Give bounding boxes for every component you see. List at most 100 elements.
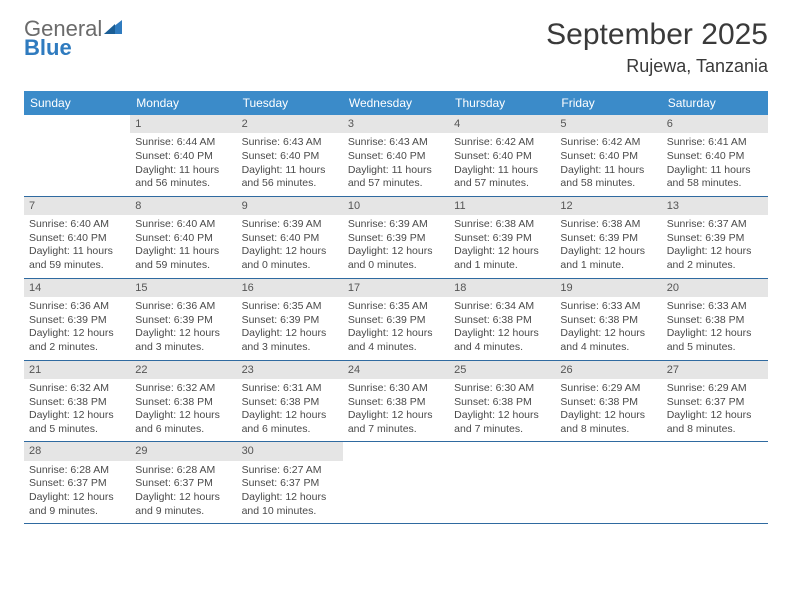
day-cell: 13Sunrise: 6:37 AMSunset: 6:39 PMDayligh… xyxy=(662,197,768,278)
sunset-text: Sunset: 6:37 PM xyxy=(667,396,763,410)
daylight-text: Daylight: 11 hours xyxy=(135,245,231,259)
day-body: Sunrise: 6:30 AMSunset: 6:38 PMDaylight:… xyxy=(449,379,555,442)
day-number: 1 xyxy=(130,115,236,133)
day-cell: 17Sunrise: 6:35 AMSunset: 6:39 PMDayligh… xyxy=(343,279,449,360)
day-cell: 24Sunrise: 6:30 AMSunset: 6:38 PMDayligh… xyxy=(343,361,449,442)
day-cell: 25Sunrise: 6:30 AMSunset: 6:38 PMDayligh… xyxy=(449,361,555,442)
day-cell: 1Sunrise: 6:44 AMSunset: 6:40 PMDaylight… xyxy=(130,115,236,196)
day-cell: 28Sunrise: 6:28 AMSunset: 6:37 PMDayligh… xyxy=(24,442,130,523)
sunset-text: Sunset: 6:39 PM xyxy=(560,232,656,246)
sunset-text: Sunset: 6:39 PM xyxy=(454,232,550,246)
week-row: 28Sunrise: 6:28 AMSunset: 6:37 PMDayligh… xyxy=(24,442,768,524)
daylight-text: and 10 minutes. xyxy=(242,505,338,519)
daylight-text: Daylight: 12 hours xyxy=(135,327,231,341)
week-row: 21Sunrise: 6:32 AMSunset: 6:38 PMDayligh… xyxy=(24,361,768,443)
daylight-text: and 56 minutes. xyxy=(135,177,231,191)
sunrise-text: Sunrise: 6:35 AM xyxy=(348,300,444,314)
daylight-text: and 2 minutes. xyxy=(667,259,763,273)
daylight-text: Daylight: 12 hours xyxy=(29,491,125,505)
day-body: Sunrise: 6:29 AMSunset: 6:37 PMDaylight:… xyxy=(662,379,768,442)
daylight-text: Daylight: 12 hours xyxy=(667,327,763,341)
sunset-text: Sunset: 6:38 PM xyxy=(560,396,656,410)
day-body: Sunrise: 6:42 AMSunset: 6:40 PMDaylight:… xyxy=(449,133,555,196)
sunrise-text: Sunrise: 6:40 AM xyxy=(29,218,125,232)
daylight-text: Daylight: 12 hours xyxy=(348,327,444,341)
dayhead-sat: Saturday xyxy=(662,91,768,115)
daylight-text: and 0 minutes. xyxy=(242,259,338,273)
day-body: Sunrise: 6:40 AMSunset: 6:40 PMDaylight:… xyxy=(24,215,130,278)
day-body: Sunrise: 6:31 AMSunset: 6:38 PMDaylight:… xyxy=(237,379,343,442)
sunset-text: Sunset: 6:39 PM xyxy=(135,314,231,328)
day-number xyxy=(343,442,449,460)
daylight-text: Daylight: 12 hours xyxy=(135,491,231,505)
daylight-text: Daylight: 12 hours xyxy=(454,409,550,423)
day-number xyxy=(555,442,661,460)
day-cell xyxy=(662,442,768,523)
daylight-text: Daylight: 12 hours xyxy=(348,409,444,423)
daylight-text: and 7 minutes. xyxy=(348,423,444,437)
sunset-text: Sunset: 6:40 PM xyxy=(135,232,231,246)
month-title: September 2025 xyxy=(546,18,768,52)
day-number: 27 xyxy=(662,361,768,379)
week-row: 7Sunrise: 6:40 AMSunset: 6:40 PMDaylight… xyxy=(24,197,768,279)
sunrise-text: Sunrise: 6:43 AM xyxy=(242,136,338,150)
day-number: 7 xyxy=(24,197,130,215)
daylight-text: Daylight: 12 hours xyxy=(242,491,338,505)
daylight-text: Daylight: 11 hours xyxy=(348,164,444,178)
sunset-text: Sunset: 6:39 PM xyxy=(348,314,444,328)
title-block: September 2025 Rujewa, Tanzania xyxy=(546,18,768,77)
day-cell: 7Sunrise: 6:40 AMSunset: 6:40 PMDaylight… xyxy=(24,197,130,278)
day-number: 5 xyxy=(555,115,661,133)
sunset-text: Sunset: 6:40 PM xyxy=(242,232,338,246)
sunrise-text: Sunrise: 6:30 AM xyxy=(454,382,550,396)
sunrise-text: Sunrise: 6:34 AM xyxy=(454,300,550,314)
day-number: 25 xyxy=(449,361,555,379)
daylight-text: and 1 minute. xyxy=(454,259,550,273)
daylight-text: Daylight: 11 hours xyxy=(454,164,550,178)
logo-sail-icon xyxy=(104,18,126,41)
sunrise-text: Sunrise: 6:42 AM xyxy=(454,136,550,150)
sunset-text: Sunset: 6:39 PM xyxy=(29,314,125,328)
day-number: 20 xyxy=(662,279,768,297)
day-number: 21 xyxy=(24,361,130,379)
sunrise-text: Sunrise: 6:28 AM xyxy=(135,464,231,478)
daylight-text: and 58 minutes. xyxy=(560,177,656,191)
sunrise-text: Sunrise: 6:42 AM xyxy=(560,136,656,150)
day-cell: 20Sunrise: 6:33 AMSunset: 6:38 PMDayligh… xyxy=(662,279,768,360)
sunrise-text: Sunrise: 6:31 AM xyxy=(242,382,338,396)
day-number: 9 xyxy=(237,197,343,215)
sunset-text: Sunset: 6:38 PM xyxy=(242,396,338,410)
daylight-text: and 9 minutes. xyxy=(29,505,125,519)
day-body: Sunrise: 6:33 AMSunset: 6:38 PMDaylight:… xyxy=(662,297,768,360)
daylight-text: and 9 minutes. xyxy=(135,505,231,519)
sunset-text: Sunset: 6:38 PM xyxy=(667,314,763,328)
daylight-text: and 8 minutes. xyxy=(667,423,763,437)
daylight-text: Daylight: 11 hours xyxy=(29,245,125,259)
sunset-text: Sunset: 6:37 PM xyxy=(135,477,231,491)
daylight-text: and 8 minutes. xyxy=(560,423,656,437)
daylight-text: Daylight: 12 hours xyxy=(242,409,338,423)
day-number: 13 xyxy=(662,197,768,215)
sunset-text: Sunset: 6:37 PM xyxy=(29,477,125,491)
day-number: 16 xyxy=(237,279,343,297)
day-number: 24 xyxy=(343,361,449,379)
day-body: Sunrise: 6:43 AMSunset: 6:40 PMDaylight:… xyxy=(343,133,449,196)
day-body: Sunrise: 6:33 AMSunset: 6:38 PMDaylight:… xyxy=(555,297,661,360)
sunrise-text: Sunrise: 6:38 AM xyxy=(560,218,656,232)
daylight-text: Daylight: 11 hours xyxy=(667,164,763,178)
daylight-text: and 6 minutes. xyxy=(242,423,338,437)
day-body: Sunrise: 6:36 AMSunset: 6:39 PMDaylight:… xyxy=(130,297,236,360)
day-number: 12 xyxy=(555,197,661,215)
day-number: 3 xyxy=(343,115,449,133)
week-row: 14Sunrise: 6:36 AMSunset: 6:39 PMDayligh… xyxy=(24,279,768,361)
sunset-text: Sunset: 6:37 PM xyxy=(242,477,338,491)
sunrise-text: Sunrise: 6:43 AM xyxy=(348,136,444,150)
sunset-text: Sunset: 6:40 PM xyxy=(135,150,231,164)
daylight-text: Daylight: 12 hours xyxy=(348,245,444,259)
daylight-text: Daylight: 11 hours xyxy=(135,164,231,178)
day-number: 14 xyxy=(24,279,130,297)
week-row: 1Sunrise: 6:44 AMSunset: 6:40 PMDaylight… xyxy=(24,115,768,197)
daylight-text: Daylight: 11 hours xyxy=(242,164,338,178)
day-body: Sunrise: 6:41 AMSunset: 6:40 PMDaylight:… xyxy=(662,133,768,196)
daylight-text: and 4 minutes. xyxy=(348,341,444,355)
